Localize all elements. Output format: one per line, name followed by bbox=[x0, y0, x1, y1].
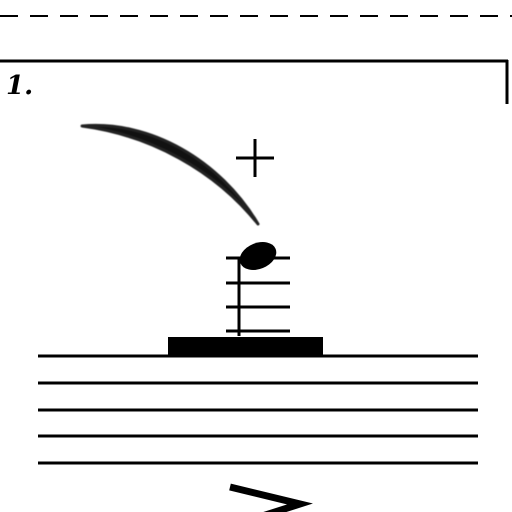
note bbox=[226, 242, 290, 336]
note-head-icon bbox=[239, 242, 277, 270]
volta-number: 1. bbox=[6, 71, 33, 101]
whole-rest-icon bbox=[168, 337, 323, 356]
staff bbox=[38, 354, 478, 465]
accent-icon bbox=[229, 483, 313, 512]
plus-ornament-icon bbox=[236, 139, 274, 177]
volta-bracket: 1. bbox=[0, 59, 509, 104]
slur-curve bbox=[80, 123, 260, 226]
